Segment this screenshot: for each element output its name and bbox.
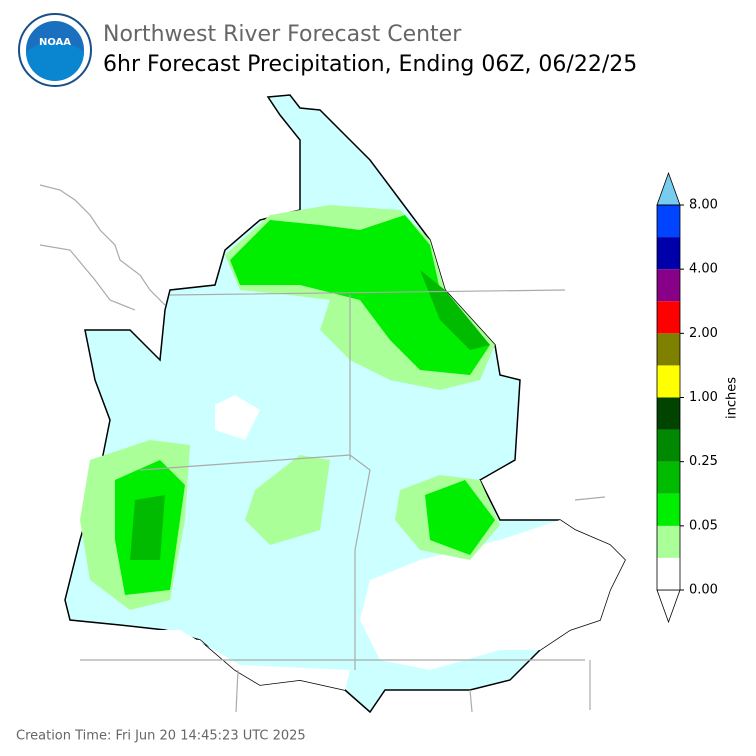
colorbar-bin bbox=[657, 205, 680, 238]
logo-text: NOAA bbox=[39, 37, 71, 48]
colorbar-bin bbox=[657, 237, 680, 270]
colorbar-bin bbox=[657, 333, 680, 366]
creation-time: Creation Time: Fri Jun 20 14:45:23 UTC 2… bbox=[16, 729, 306, 744]
colorbar-tick-label: 1.00 bbox=[689, 390, 718, 405]
colorbar-tick-label: 0.00 bbox=[689, 583, 718, 598]
colorbar-extend-low bbox=[656, 589, 681, 624]
colorbar-bin bbox=[657, 493, 680, 526]
colorbar-bin bbox=[657, 397, 680, 430]
colorbar: 0.00 0.05 0.25 1.00 2.00 4.00 8.00 bbox=[656, 171, 718, 624]
colorbar-tick-label: 8.00 bbox=[689, 198, 718, 213]
colorbar-tick-label: 2.00 bbox=[689, 326, 718, 341]
colorbar-tick-label: 4.00 bbox=[689, 262, 718, 277]
map bbox=[39, 94, 626, 714]
colorbar-bin bbox=[657, 429, 680, 462]
colorbar-bin bbox=[657, 365, 680, 398]
agency: Northwest River Forecast Center bbox=[103, 22, 462, 47]
colorbar-bin bbox=[657, 269, 680, 302]
title: 6hr Forecast Precipitation, Ending 06Z, … bbox=[103, 52, 637, 77]
colorbar-label: inches bbox=[725, 377, 740, 419]
colorbar-bin bbox=[657, 301, 680, 334]
colorbar-bin bbox=[657, 557, 680, 590]
colorbar-extend-high bbox=[656, 171, 681, 206]
colorbar-tick-label: 0.25 bbox=[689, 454, 718, 469]
colorbar-bin bbox=[657, 525, 680, 558]
colorbar-bin bbox=[657, 461, 680, 494]
logo: NOAA bbox=[18, 13, 92, 87]
colorbar-tick-label: 0.05 bbox=[689, 518, 718, 533]
